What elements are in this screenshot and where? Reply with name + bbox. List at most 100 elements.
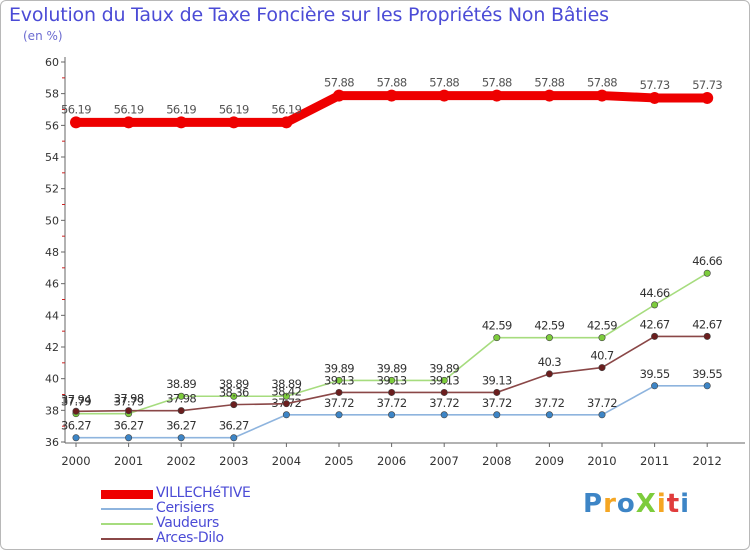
x-tick-label: 2009: [535, 454, 564, 468]
data-label: 39.89: [324, 361, 354, 375]
data-label: 39.89: [377, 361, 407, 375]
x-tick-label: 2004: [272, 454, 301, 468]
x-tick-label: 2005: [324, 454, 353, 468]
data-point: [227, 116, 240, 129]
y-tick-label: 40: [45, 373, 59, 386]
data-label: 37.98: [114, 392, 144, 406]
data-label: 39.13: [482, 373, 512, 387]
data-point: [651, 382, 659, 390]
data-point: [438, 89, 451, 102]
data-point: [543, 89, 556, 102]
data-label: 39.13: [324, 373, 354, 387]
data-label: 42.67: [692, 317, 722, 331]
data-label: 38.89: [219, 377, 249, 391]
data-label: 39.89: [429, 361, 459, 375]
series-arces-dilo: 37.94 37.98 37.98 38.36 38.42 39.13 39.13 39.13…: [61, 317, 723, 415]
series-cerisiers: 36.27 36.27 36.27 36.27 37.72 37.72 37.72 37.72…: [61, 367, 723, 442]
data-point: [545, 370, 553, 378]
data-label: 37.72: [482, 396, 512, 410]
data-point: [177, 392, 185, 400]
x-tick-label: 2002: [167, 454, 196, 468]
data-point: [385, 89, 398, 102]
y-tick-label: 36: [45, 436, 59, 449]
data-label: 44.66: [640, 286, 670, 300]
legend-item: VILLECHéTIVE: [101, 486, 341, 501]
data-label: 37.79: [114, 395, 144, 409]
data-point: [596, 89, 608, 102]
logo-letter: r: [603, 489, 617, 519]
proxiti-logo: ProXiti: [583, 489, 690, 519]
data-point: [493, 388, 501, 396]
data-point: [125, 407, 133, 415]
data-label: 57.88: [324, 76, 354, 90]
data-label: 57.73: [640, 78, 670, 92]
data-label: 36.27: [61, 419, 91, 433]
logo-letter: P: [583, 489, 604, 519]
data-label: 46.66: [692, 254, 722, 268]
logo-letter: t: [666, 489, 681, 519]
data-label: 42.67: [640, 317, 670, 331]
y-tick-label: 50: [45, 214, 59, 227]
data-point: [122, 116, 135, 129]
data-label: 38.89: [166, 377, 196, 391]
data-point: [72, 407, 80, 415]
data-point: [282, 411, 290, 419]
series-villech-tive: 56.19 56.19 56.19 56.19 56.19 57.88 57.88 57.88…: [61, 76, 723, 129]
data-label: 56.19: [61, 102, 91, 116]
y-tick-label: 42: [45, 341, 59, 354]
legend-swatch: [101, 523, 153, 525]
data-point: [598, 411, 606, 419]
data-point: [651, 301, 659, 309]
logo-letter: i: [680, 489, 691, 519]
data-label: 38.36: [219, 386, 249, 400]
y-tick-label: 56: [45, 119, 59, 132]
data-label: 57.88: [377, 76, 407, 90]
x-tick-label: 2010: [587, 454, 616, 468]
logo-letter: i: [656, 489, 667, 519]
data-label: 36.27: [219, 419, 249, 433]
data-label: 37.72: [587, 396, 617, 410]
y-tick-label: 54: [45, 151, 59, 164]
data-label: 37.72: [377, 396, 407, 410]
data-point: [70, 116, 82, 129]
legend-item: Vaudeurs: [101, 516, 341, 531]
data-label: 37.79: [61, 395, 91, 409]
chart-subtitle: (en %): [23, 29, 63, 43]
data-point: [703, 332, 711, 340]
legend-label: Cerisiers: [156, 500, 215, 516]
data-label: 56.19: [271, 102, 301, 116]
data-point: [598, 334, 606, 342]
data-label: 39.13: [377, 373, 407, 387]
data-point: [335, 388, 343, 396]
data-label: 57.88: [587, 76, 617, 90]
data-label: 57.88: [482, 76, 512, 90]
chart-title: Evolution du Taux de Taxe Foncière sur l…: [9, 4, 609, 26]
y-tick-label: 58: [45, 88, 59, 101]
data-point: [388, 411, 396, 419]
data-label: 57.88: [534, 76, 564, 90]
data-point: [230, 401, 238, 409]
x-tick-label: 2007: [430, 454, 459, 468]
data-label: 36.27: [114, 419, 144, 433]
data-point: [388, 388, 396, 396]
y-tick-label: 60: [45, 56, 59, 69]
data-label: 56.19: [166, 102, 196, 116]
legend-item: Cerisiers: [101, 501, 341, 516]
data-label: 37.98: [166, 392, 196, 406]
x-tick-label: 2000: [61, 454, 90, 468]
data-label: 38.42: [271, 385, 301, 399]
data-point: [335, 411, 343, 419]
data-point: [703, 382, 711, 390]
data-point: [335, 376, 343, 384]
x-tick-label: 2001: [114, 454, 143, 468]
data-point: [701, 91, 714, 104]
data-point: [230, 434, 238, 442]
data-point: [177, 434, 185, 442]
data-label: 36.27: [166, 419, 196, 433]
chart-legend: VILLECHéTIVE Cerisiers Vaudeurs Arces-Dilo: [101, 486, 341, 546]
data-label: 40.7: [590, 349, 613, 363]
data-point: [177, 407, 185, 415]
data-point: [648, 91, 661, 104]
data-point: [545, 334, 553, 342]
